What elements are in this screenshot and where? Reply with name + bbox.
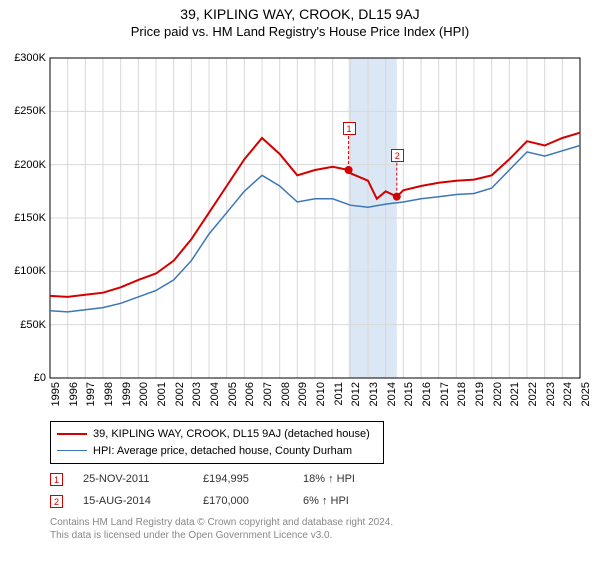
sale-row: 1 25-NOV-2011 £194,995 18% ↑ HPI [50, 468, 383, 490]
sale-marker: 2 [50, 495, 63, 508]
y-axis-label: £50K [20, 319, 46, 331]
x-axis-label: 1995 [50, 382, 62, 406]
x-axis-label: 2003 [191, 382, 203, 406]
y-axis-label: £200K [14, 159, 46, 171]
sale-callout: 1 [343, 122, 356, 135]
x-axis-label: 2011 [333, 382, 345, 406]
x-axis-label: 2018 [456, 382, 468, 406]
page-subtitle: Price paid vs. HM Land Registry's House … [0, 24, 600, 39]
sale-date: 25-NOV-2011 [83, 473, 183, 485]
legend-swatch-blue [57, 450, 87, 451]
sale-marker: 1 [50, 473, 63, 486]
sales-table: 1 25-NOV-2011 £194,995 18% ↑ HPI 2 15-AUG-201… [50, 468, 383, 512]
y-axis-label: £300K [14, 52, 46, 64]
x-axis-label: 2024 [562, 382, 574, 406]
y-axis-label: £100K [14, 265, 46, 277]
y-axis-label: £250K [14, 105, 46, 117]
footer-line: This data is licensed under the Open Gov… [50, 529, 393, 542]
sale-row: 2 15-AUG-2014 £170,000 6% ↑ HPI [50, 490, 383, 512]
legend-item: 39, KIPLING WAY, CROOK, DL15 9AJ (detach… [57, 426, 377, 443]
x-axis-label: 1996 [68, 382, 80, 406]
legend-label: HPI: Average price, detached house, Coun… [93, 443, 352, 460]
sale-diff: 6% ↑ HPI [303, 495, 383, 507]
x-axis-label: 1997 [85, 382, 97, 406]
x-axis-label: 2023 [545, 382, 557, 406]
page-title: 39, KIPLING WAY, CROOK, DL15 9AJ [0, 6, 600, 22]
legend: 39, KIPLING WAY, CROOK, DL15 9AJ (detach… [50, 421, 384, 464]
x-axis-label: 2009 [297, 382, 309, 406]
x-axis-label: 2013 [368, 382, 380, 406]
x-axis-label: 2025 [580, 382, 592, 406]
x-axis-label: 2017 [439, 382, 451, 406]
x-axis-label: 2005 [227, 382, 239, 406]
sale-price: £194,995 [203, 473, 283, 485]
x-axis-label: 2014 [386, 382, 398, 406]
x-axis-label: 2015 [403, 382, 415, 406]
footer-line: Contains HM Land Registry data © Crown c… [50, 516, 393, 529]
x-axis-label: 2007 [262, 382, 274, 406]
x-axis-label: 2002 [174, 382, 186, 406]
legend-label: 39, KIPLING WAY, CROOK, DL15 9AJ (detach… [93, 426, 370, 443]
legend-item: HPI: Average price, detached house, Coun… [57, 443, 377, 460]
x-axis-label: 2000 [138, 382, 150, 406]
y-axis-label: £150K [14, 212, 46, 224]
x-axis-label: 2010 [315, 382, 327, 406]
x-axis-label: 2016 [421, 382, 433, 406]
x-axis-label: 1998 [103, 382, 115, 406]
x-axis-label: 2004 [209, 382, 221, 406]
x-axis-label: 2019 [474, 382, 486, 406]
x-axis-label: 2006 [244, 382, 256, 406]
x-axis-label: 2021 [509, 382, 521, 406]
footer: Contains HM Land Registry data © Crown c… [50, 516, 393, 542]
sale-callout: 2 [391, 149, 404, 162]
sale-date: 15-AUG-2014 [83, 495, 183, 507]
legend-swatch-red [57, 433, 87, 435]
x-axis-label: 2012 [350, 382, 362, 406]
price-chart: £0£50K£100K£150K£200K£250K£300K199519961… [50, 58, 580, 378]
x-axis-label: 2001 [156, 382, 168, 406]
sale-price: £170,000 [203, 495, 283, 507]
x-axis-label: 1999 [121, 382, 133, 406]
x-axis-label: 2008 [280, 382, 292, 406]
x-axis-label: 2020 [492, 382, 504, 406]
x-axis-label: 2022 [527, 382, 539, 406]
y-axis-label: £0 [34, 372, 46, 384]
sale-diff: 18% ↑ HPI [303, 473, 383, 485]
